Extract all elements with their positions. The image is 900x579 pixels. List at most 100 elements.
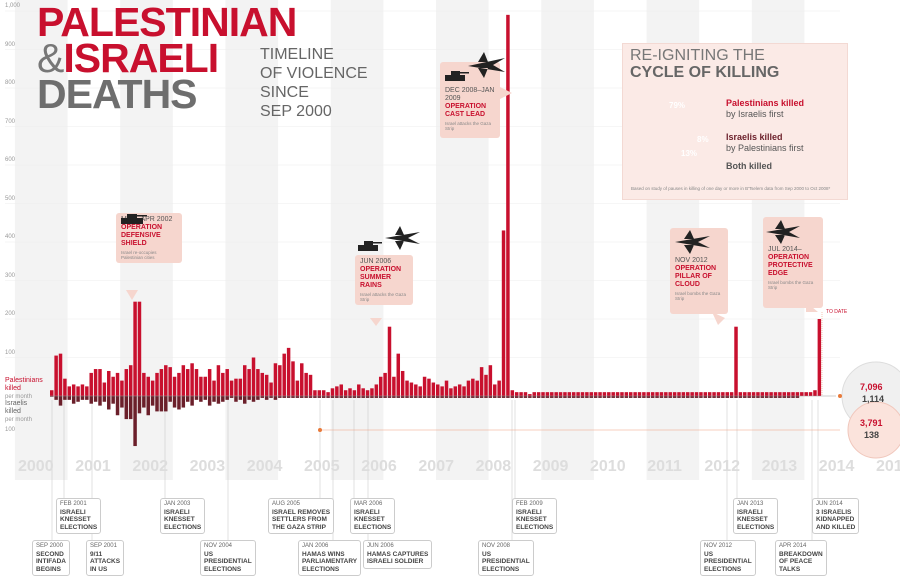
bar-israelis	[484, 396, 488, 398]
bar-palestinians	[453, 386, 458, 396]
panel-heading-2: CYCLE OF KILLING	[630, 64, 780, 81]
bar-palestinians	[633, 392, 637, 396]
bar-palestinians	[427, 378, 431, 396]
callout-4-text: Israel bombs the Gaza Strip	[768, 280, 814, 290]
bar-palestinians	[374, 384, 379, 396]
callout-1-n2: RAINS	[360, 282, 382, 289]
bar-palestinians	[168, 367, 172, 396]
bar-palestinians	[115, 372, 120, 396]
bar-palestinians	[383, 372, 387, 396]
bar-palestinians	[655, 392, 659, 396]
bar-israelis	[172, 396, 177, 408]
bar-palestinians	[234, 378, 238, 396]
bar-palestinians	[528, 394, 532, 396]
bar-palestinians	[317, 390, 322, 396]
event-date: NOV 2012	[704, 543, 733, 549]
callout-0-text: Israel re-occupies Palestinian cities	[121, 250, 157, 260]
bar-palestinians	[484, 374, 488, 396]
legend-isr-sub: by Palestinians first	[726, 143, 804, 153]
bar-palestinians	[58, 353, 63, 396]
axis-pal-3: per month	[5, 394, 33, 400]
callout-0-date: MAR–APR 2002	[121, 216, 173, 223]
bar-palestinians	[457, 384, 462, 396]
bar-palestinians	[352, 390, 357, 396]
bar-palestinians	[181, 365, 186, 396]
bar-palestinians	[808, 392, 813, 396]
legend-both-bold: Both killed	[726, 161, 773, 171]
legend-both: Both killed	[726, 161, 772, 172]
bar-palestinians	[291, 361, 295, 396]
y-tick-label: 400	[5, 234, 16, 240]
event-date: JUN 2014	[816, 501, 843, 507]
event-title: KNESSET	[516, 516, 547, 523]
bar-palestinians	[475, 380, 479, 396]
event-date: JAN 2013	[737, 501, 764, 507]
bar-israelis	[637, 396, 642, 398]
bar-palestinians	[422, 376, 427, 396]
bar-palestinians	[694, 392, 699, 396]
year-stripe	[330, 0, 384, 480]
bar-israelis	[734, 396, 738, 398]
bar-israelis	[357, 396, 361, 398]
bar-israelis	[528, 396, 532, 398]
event-box: NOV 2004 US PRESIDENTIAL ELECTIONS	[200, 540, 256, 576]
bar-palestinians	[216, 365, 221, 396]
event-box: SEP 2001 9/11 ATTACKS IN US	[86, 540, 125, 576]
callout-3-date: NOV 2012	[675, 257, 708, 264]
bar-palestinians	[756, 392, 760, 396]
bar-israelis	[681, 396, 686, 398]
bar-israelis	[576, 396, 580, 398]
bar-palestinians	[409, 382, 414, 396]
bar-israelis	[181, 396, 186, 408]
bar-palestinians	[107, 370, 111, 396]
callout-pointer	[126, 290, 138, 300]
event-title: BREAKDOWN	[779, 550, 823, 558]
bar-israelis	[313, 396, 317, 398]
bar-israelis	[203, 396, 208, 400]
bar-palestinians	[326, 392, 330, 396]
bar-israelis	[545, 396, 550, 398]
callout-2-date: DEC 2008–JAN 2009	[445, 87, 495, 102]
bar-israelis	[738, 396, 743, 398]
bar-palestinians	[300, 363, 304, 396]
bar-palestinians	[602, 392, 607, 396]
bar-israelis	[615, 396, 620, 398]
year-label: 2009	[532, 458, 569, 475]
bar-palestinians	[778, 392, 782, 396]
bar-palestinians	[571, 392, 576, 396]
bar-israelis	[550, 396, 554, 398]
bar-israelis	[449, 396, 453, 398]
event-box: NOV 2012 US PRESIDENTIAL ELECTIONS	[700, 540, 756, 576]
y-tick-label: 200	[5, 311, 16, 317]
bar-palestinians	[650, 392, 655, 396]
bar-israelis	[378, 396, 383, 398]
pie-label-isr: 8%	[697, 135, 709, 144]
bar-israelis	[664, 396, 668, 398]
callout-2-text: Israel attacks the Gaza Strip	[445, 121, 492, 131]
event-title: KNESSET	[354, 516, 385, 523]
event-title: ELECTIONS	[164, 523, 202, 531]
bar-israelis	[392, 396, 396, 398]
bar-palestinians	[194, 369, 199, 396]
event-box: JAN 2006 HAMAS WINS PARLIAMENTARY ELECTIONS	[298, 540, 362, 576]
bar-israelis	[414, 396, 418, 398]
bar-palestinians	[699, 392, 703, 396]
event-title: AND KILLED	[816, 523, 856, 531]
year-label: 2004	[246, 458, 283, 475]
bar-israelis	[655, 396, 659, 398]
bar-israelis	[54, 396, 58, 400]
bar-palestinians	[449, 388, 453, 396]
bar-palestinians	[782, 392, 787, 396]
bar-palestinians	[405, 380, 409, 396]
bar-israelis	[536, 396, 541, 398]
bar-israelis	[273, 396, 278, 400]
bar-israelis	[642, 396, 646, 398]
event-title: PARLIAMENTARY	[302, 558, 358, 565]
bar-palestinians	[304, 372, 308, 396]
event-title: KNESSET	[60, 516, 91, 523]
event-title: ISRAELI SOLDIER	[367, 558, 424, 565]
bar-palestinians	[128, 365, 133, 396]
bar-palestinians	[102, 382, 107, 396]
bar-palestinians	[536, 392, 541, 396]
bar-palestinians	[563, 392, 567, 396]
